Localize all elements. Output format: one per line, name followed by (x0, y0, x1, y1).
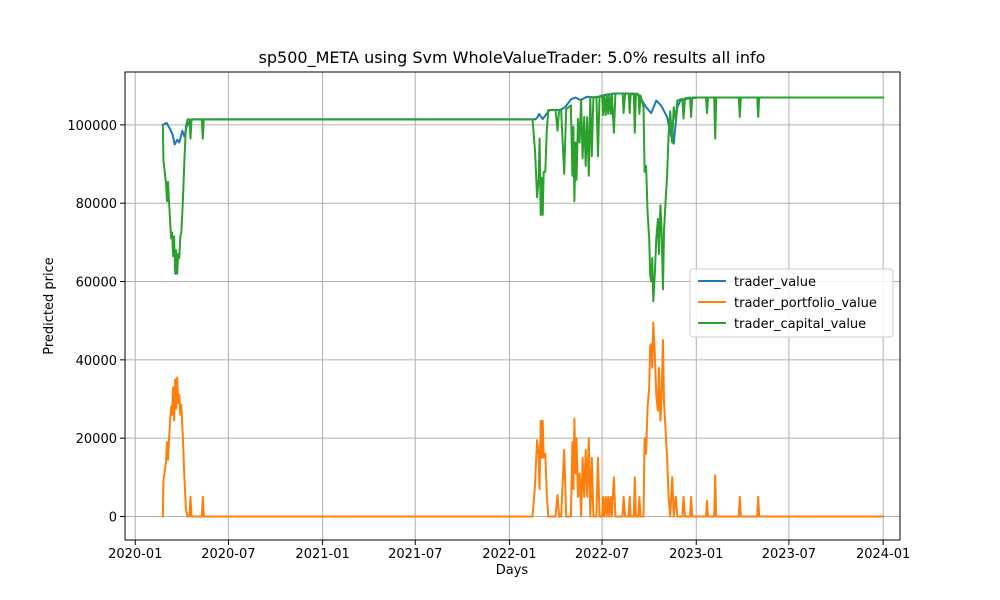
y-axis-label: Predicted price (42, 257, 57, 355)
chart-title: sp500_META using Svm WholeValueTrader: 5… (259, 48, 766, 68)
x-tick-label: 2021-01 (295, 547, 349, 562)
legend: trader_value trader_portfolio_value trad… (689, 268, 894, 338)
legend-box (689, 268, 894, 338)
y-tick-label: 100000 (67, 119, 117, 134)
x-tick-label: 2023-07 (762, 547, 816, 562)
x-tick-label: 2022-01 (482, 547, 536, 562)
x-tick-label: 2023-01 (669, 547, 723, 562)
legend-label-trader-value: trader_value (734, 275, 816, 290)
legend-label-trader-portfolio-value: trader_portfolio_value (734, 296, 877, 311)
y-tick-label: 60000 (76, 276, 117, 291)
x-tick-label: 2022-07 (575, 547, 629, 562)
x-axis: 2020-01 2020-07 2021-01 2021-07 2022-01 2022-… (108, 540, 910, 562)
y-axis: 0 20000 40000 60000 80000 100000 (67, 119, 125, 526)
x-tick-label: 2020-01 (108, 547, 162, 562)
x-tick-label: 2020-07 (201, 547, 255, 562)
y-tick-label: 40000 (76, 354, 117, 369)
series-line-trader-portfolio-value (161, 321, 885, 518)
x-axis-label: Days (496, 563, 529, 578)
y-tick-label: 0 (109, 511, 117, 526)
x-tick-label: 2021-07 (388, 547, 442, 562)
series-line-trader-value (161, 92, 885, 146)
legend-label-trader-capital-value: trader_capital_value (734, 317, 866, 332)
series-line-trader-capital-value (161, 92, 885, 303)
plot-frame (124, 71, 901, 541)
y-tick-label: 80000 (76, 197, 117, 212)
plot-lines (161, 92, 885, 518)
y-tick-label: 20000 (76, 432, 117, 447)
x-tick-label: 2024-01 (856, 547, 910, 562)
